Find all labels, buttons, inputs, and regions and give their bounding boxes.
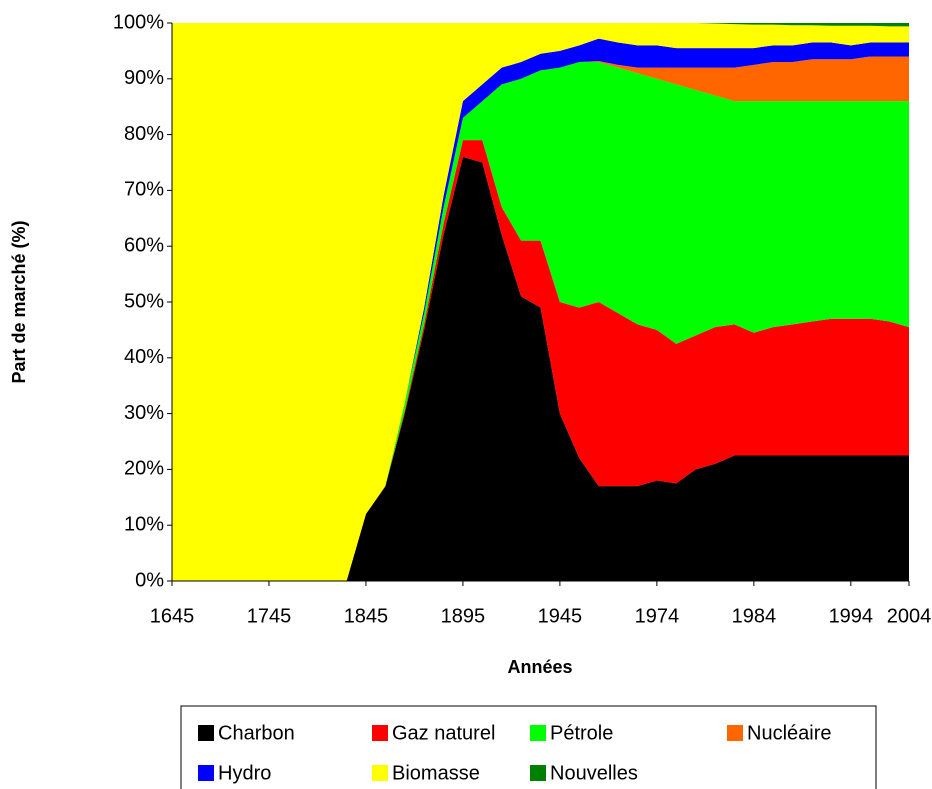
x-tick-label: 1984 — [732, 605, 777, 627]
area — [172, 23, 909, 581]
legend-label: Pétrole — [550, 722, 613, 744]
area — [172, 140, 909, 581]
y-tick-label: 70% — [124, 179, 164, 201]
y-tick-label: 0% — [135, 569, 164, 591]
x-tick-label: 1645 — [150, 605, 195, 627]
x-tick-label: 1994 — [829, 605, 874, 627]
y-tick-label: 10% — [124, 513, 164, 535]
x-axis-title: Années — [507, 657, 572, 677]
y-tick-label: 50% — [124, 290, 164, 312]
y-tick-label: 80% — [124, 123, 164, 145]
legend-swatch — [198, 765, 214, 781]
legend-swatch — [727, 725, 743, 741]
y-tick-label: 90% — [124, 67, 164, 89]
legend-swatch — [198, 725, 214, 741]
legend-label: Biomasse — [392, 762, 480, 784]
x-tick-label: 1895 — [441, 605, 486, 627]
legend-swatch — [530, 725, 546, 741]
legend-label: Nouvelles — [550, 762, 638, 784]
legend-label: Gaz naturel — [392, 722, 495, 744]
legend-label: Nucléaire — [747, 722, 831, 744]
y-tick-label: 100% — [113, 11, 164, 33]
area — [172, 62, 909, 582]
legend-box — [180, 705, 877, 789]
x-tick-label: 1974 — [635, 605, 680, 627]
y-tick-label: 20% — [124, 458, 164, 480]
y-tick-label: 40% — [124, 346, 164, 368]
y-tick-label: 30% — [124, 402, 164, 424]
y-tick-label: 60% — [124, 234, 164, 256]
x-tick-label: 1845 — [344, 605, 389, 627]
area — [172, 23, 909, 27]
legend-swatch — [530, 765, 546, 781]
x-tick-label: 2004 — [887, 605, 932, 627]
legend-label: Charbon — [218, 722, 295, 744]
legend-swatch — [372, 725, 388, 741]
x-tick-label: 1745 — [247, 605, 292, 627]
x-tick-label: 1945 — [538, 605, 583, 627]
area — [172, 156, 909, 582]
legend-swatch — [372, 765, 388, 781]
legend-label: Hydro — [218, 762, 271, 784]
y-axis-title: Part de marché (%) — [9, 220, 29, 383]
